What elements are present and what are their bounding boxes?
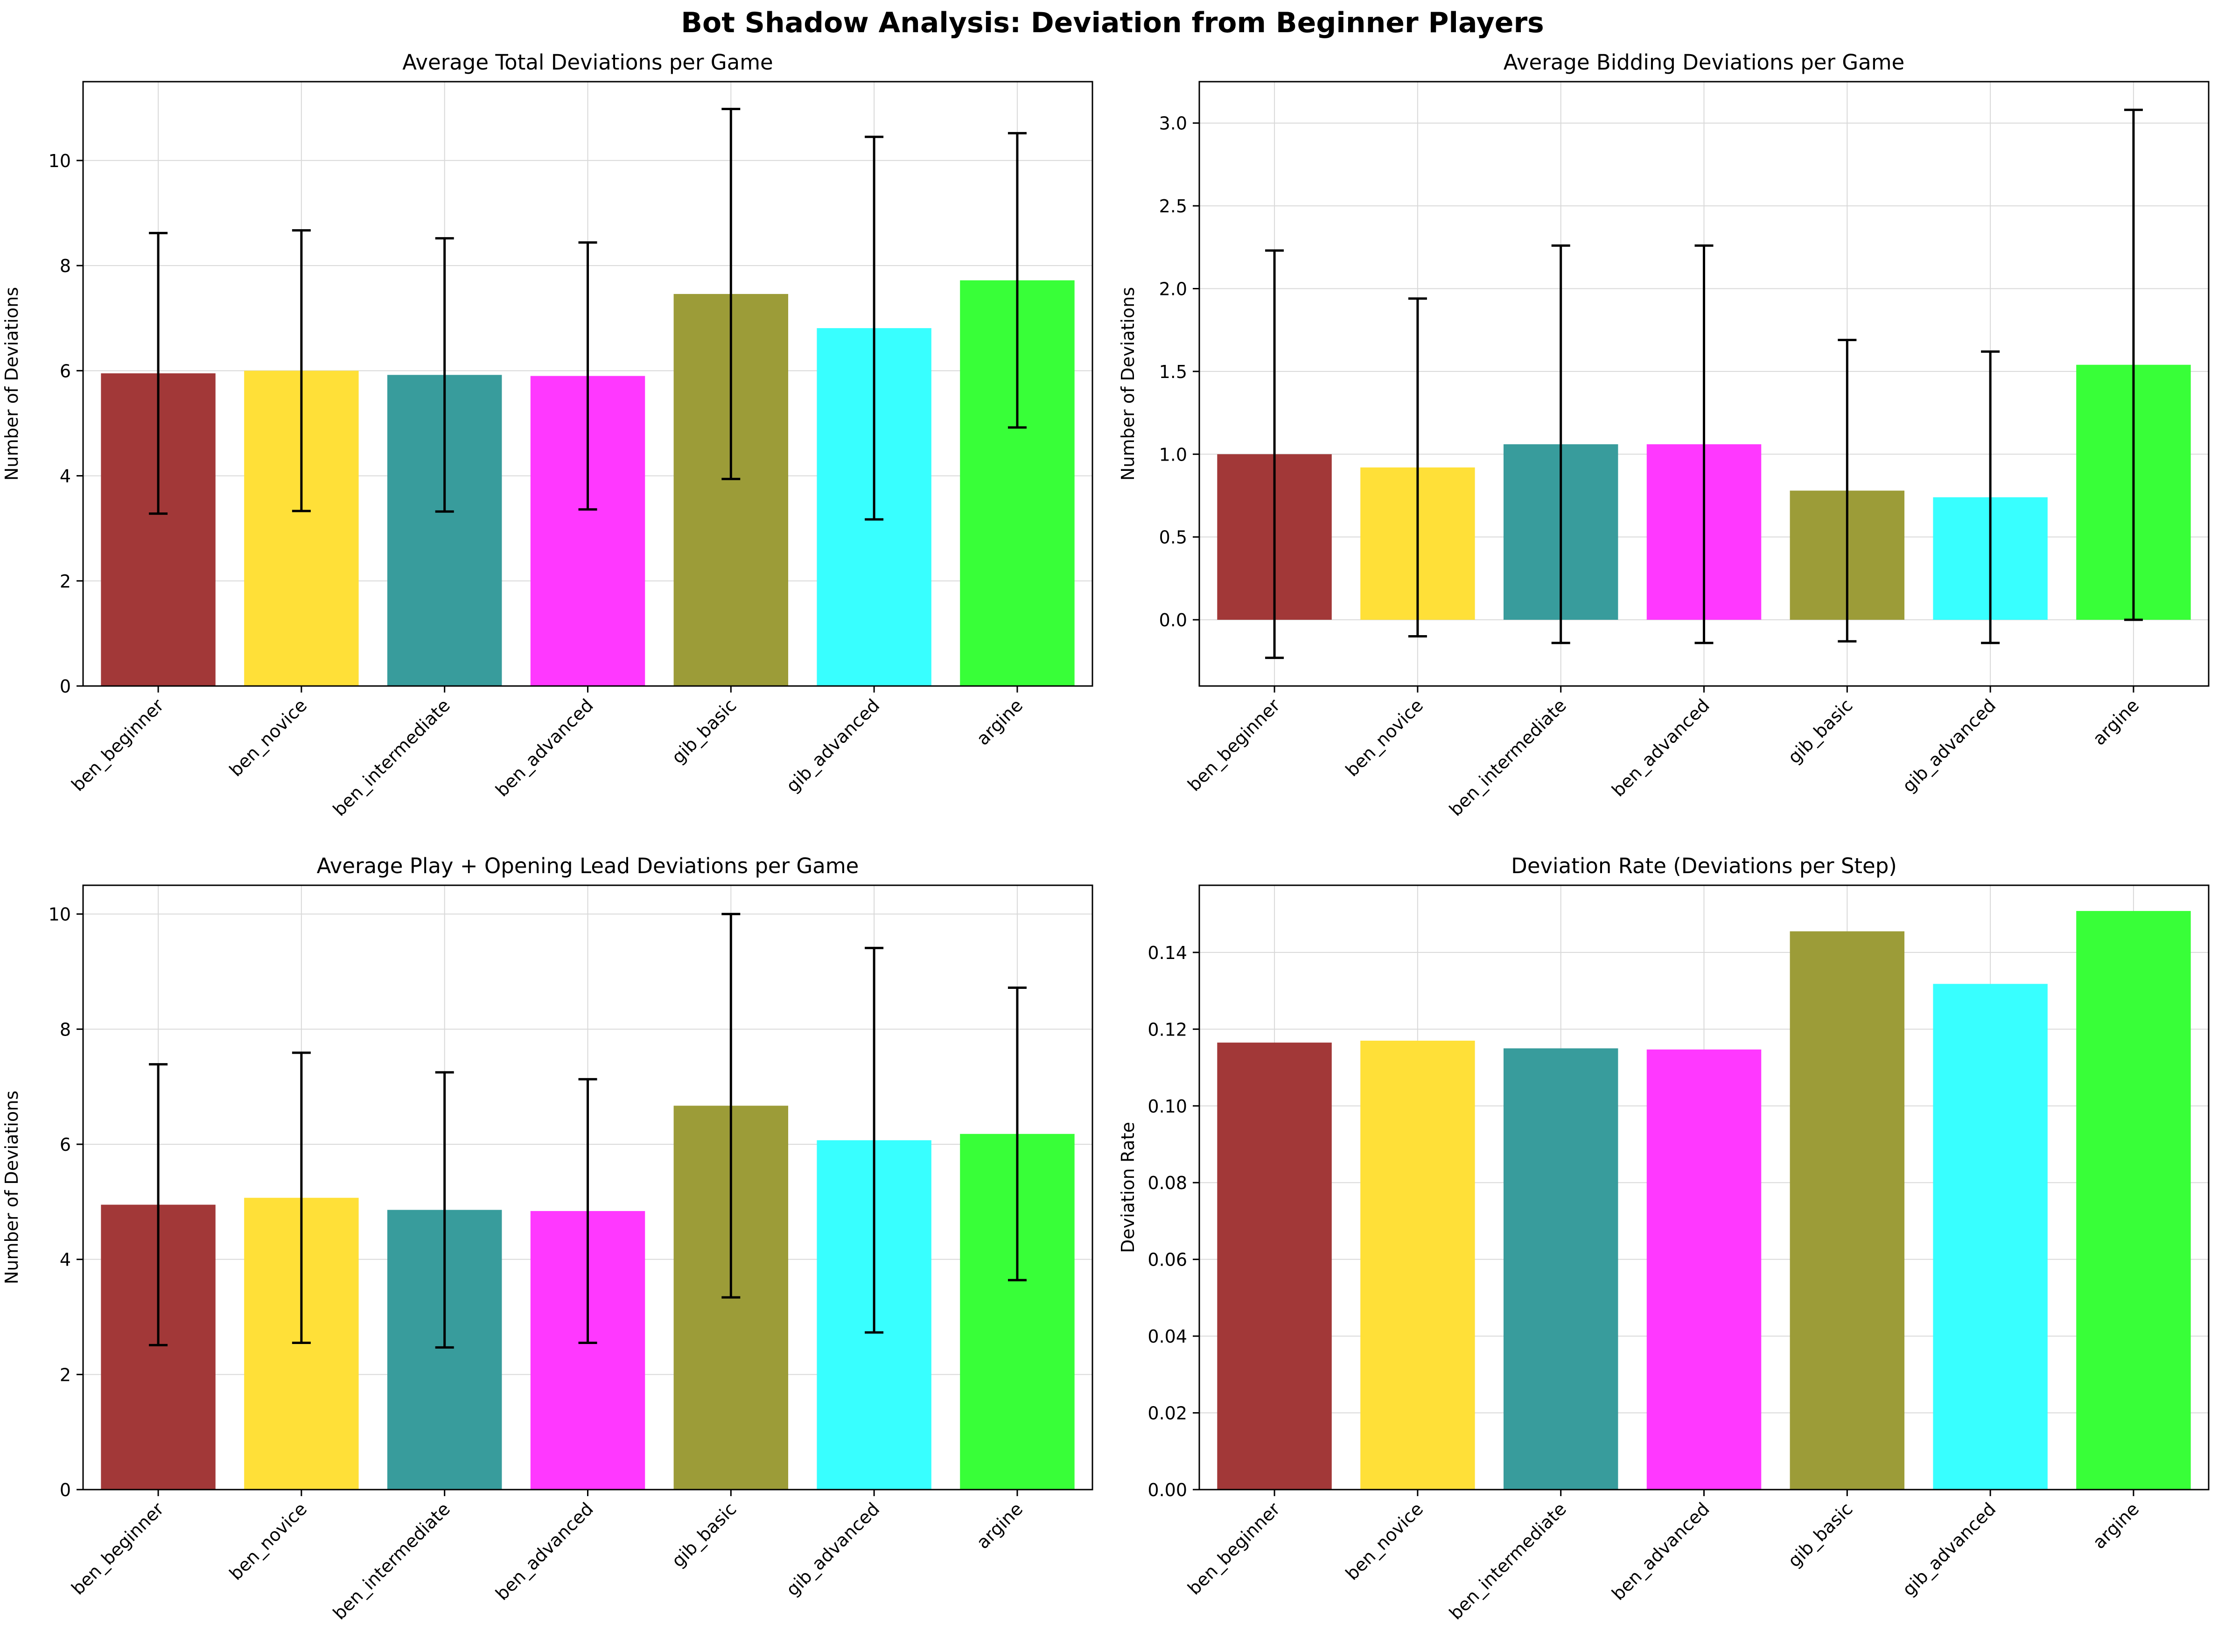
x-tick-label: ben_intermediate: [1445, 1498, 1570, 1624]
chart-2: 0.0 0.5 1.0 1.5 2.0 2.5 3.0 ben_beginner ben_nov…: [1118, 50, 2210, 820]
error-bar-ben_novice: [1408, 297, 1427, 638]
x-tick-label: ben_beginner: [1184, 1498, 1284, 1599]
y-tick-label: 0: [60, 676, 71, 697]
x-tick-label: argine: [2089, 695, 2143, 749]
x-tick-label: ben_beginner: [1184, 695, 1284, 795]
chart-3: 0 2 4 6 8 10 ben_beginner ben_novice ben_interme…: [1, 854, 1093, 1624]
y-tick-label: 0.04: [1147, 1326, 1187, 1347]
error-bar-gib_advanced: [865, 135, 884, 521]
y-tick-label: 8: [60, 256, 71, 276]
error-bar-ben_novice: [292, 229, 311, 512]
x-tick-label: ben_novice: [1342, 1498, 1427, 1584]
y-tick-label: 0.0: [1159, 610, 1187, 630]
error-bar-argine: [2124, 108, 2143, 621]
error-bar-ben_beginner: [149, 231, 168, 515]
y-tick-label: 0.00: [1147, 1480, 1187, 1500]
y-axis-label: Number of Deviations: [1118, 287, 1138, 481]
y-tick-label: 10: [49, 904, 71, 925]
bar-ben_novice: [1360, 1041, 1475, 1490]
x-tick-label: ben_advanced: [491, 1498, 597, 1604]
y-tick-label: 6: [60, 1134, 71, 1155]
y-tick-label: 0.12: [1147, 1019, 1187, 1040]
y-tick-label: 0.10: [1147, 1096, 1187, 1117]
x-tick-label: gib_basic: [668, 695, 741, 768]
x-tick-label: ben_intermediate: [329, 1498, 454, 1624]
x-tick-label: ben_advanced: [1608, 695, 1713, 800]
x-tick-label: ben_beginner: [68, 1498, 168, 1599]
bar-argine: [2076, 911, 2191, 1490]
error-bar-argine: [1008, 987, 1027, 1281]
y-tick-label: 2: [60, 1365, 71, 1385]
x-tick-label: ben_beginner: [68, 695, 168, 795]
chart-4: 0.00 0.02 0.04 0.06 0.08 0.10 0.12 0.14 ben_begi…: [1118, 854, 2210, 1624]
y-axis-label: Deviation Rate: [1118, 1122, 1138, 1253]
error-bar-ben_advanced: [1694, 244, 1714, 644]
error-bar-ben_intermediate: [435, 237, 454, 513]
y-tick-label: 0.08: [1147, 1173, 1187, 1193]
y-tick-label: 0.5: [1159, 527, 1187, 548]
y-tick-label: 2: [60, 571, 71, 592]
x-tick-label: gib_basic: [668, 1498, 741, 1571]
error-bar-argine: [1008, 132, 1027, 429]
error-bar-gib_advanced: [1981, 350, 2000, 644]
y-tick-label: 6: [60, 361, 71, 381]
bar-gib_basic: [1790, 931, 1905, 1490]
bar-ben_advanced: [1646, 1049, 1762, 1490]
y-tick-label: 0.06: [1147, 1250, 1187, 1270]
error-bar-ben_intermediate: [435, 1071, 454, 1349]
x-tick-label: gib_advanced: [1898, 1498, 2000, 1600]
x-tick-label: ben_advanced: [491, 695, 597, 800]
x-tick-label: argine: [973, 1498, 1027, 1553]
x-tick-label: argine: [973, 695, 1027, 749]
error-bar-gib_basic: [1838, 338, 1857, 643]
y-axis-label: Number of Deviations: [1, 287, 22, 481]
x-tick-label: ben_novice: [225, 695, 311, 780]
x-tick-label: gib_advanced: [782, 695, 883, 796]
error-bar-ben_beginner: [149, 1063, 168, 1346]
y-tick-label: 0.02: [1147, 1403, 1187, 1424]
y-tick-label: 4: [60, 1250, 71, 1270]
x-tick-label: gib_basic: [1784, 695, 1857, 768]
y-tick-label: 8: [60, 1019, 71, 1040]
y-tick-label: 2.0: [1159, 279, 1187, 299]
x-tick-label: gib_basic: [1784, 1498, 1857, 1571]
error-bar-ben_advanced: [578, 241, 597, 511]
bar-ben_beginner: [1217, 1043, 1332, 1490]
x-tick-label: gib_advanced: [782, 1498, 883, 1600]
error-bar-ben_novice: [292, 1051, 311, 1344]
y-tick-label: 0.14: [1147, 943, 1187, 963]
chart-title: Deviation Rate (Deviations per Step): [1511, 854, 1897, 878]
y-tick-label: 10: [49, 151, 71, 171]
x-tick-label: ben_intermediate: [1445, 695, 1570, 820]
bar-ben_intermediate: [1503, 1048, 1618, 1490]
x-tick-label: ben_intermediate: [329, 695, 454, 820]
error-bar-ben_intermediate: [1551, 244, 1570, 644]
figure-title: Bot Shadow Analysis: Deviation from Begi…: [681, 7, 1544, 39]
x-tick-label: ben_novice: [1342, 695, 1427, 780]
x-tick-label: argine: [2089, 1498, 2143, 1553]
chart-1: 0 2 4 6 8 10 ben_beginner ben_novice ben_interme…: [1, 50, 1093, 820]
bar-gib_advanced: [1933, 984, 2048, 1490]
x-tick-label: gib_advanced: [1898, 695, 2000, 796]
chart-title: Average Bidding Deviations per Game: [1504, 50, 1905, 75]
x-tick-label: ben_advanced: [1608, 1498, 1713, 1604]
y-tick-label: 0: [60, 1480, 71, 1500]
x-tick-label: ben_novice: [225, 1498, 311, 1584]
error-bar-ben_beginner: [1265, 249, 1284, 659]
y-tick-label: 1.0: [1159, 444, 1187, 465]
y-tick-label: 3.0: [1159, 113, 1187, 134]
y-tick-label: 4: [60, 466, 71, 487]
error-bar-ben_advanced: [578, 1078, 597, 1344]
chart-title: Average Play + Opening Lead Deviations p…: [317, 854, 859, 878]
error-bar-gib_advanced: [865, 946, 884, 1334]
error-bar-gib_basic: [721, 108, 741, 480]
y-axis-label: Number of Deviations: [1, 1091, 22, 1284]
y-tick-label: 2.5: [1159, 196, 1187, 217]
y-tick-label: 1.5: [1159, 362, 1187, 382]
chart-title: Average Total Deviations per Game: [402, 50, 773, 75]
error-bar-gib_basic: [721, 913, 741, 1299]
